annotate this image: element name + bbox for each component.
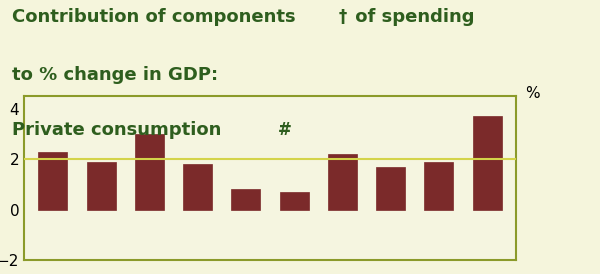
Text: %: % bbox=[525, 86, 539, 101]
Bar bbox=[280, 192, 308, 210]
Bar bbox=[135, 134, 164, 210]
Bar bbox=[232, 190, 260, 210]
Text: to % change in GDP:: to % change in GDP: bbox=[12, 66, 218, 84]
Bar bbox=[376, 167, 405, 210]
Text: Private consumption: Private consumption bbox=[12, 121, 221, 139]
Text: Contribution of components: Contribution of components bbox=[12, 8, 296, 26]
Text: #: # bbox=[278, 121, 292, 139]
Bar bbox=[38, 152, 67, 210]
Bar bbox=[473, 116, 502, 210]
Bar bbox=[328, 154, 357, 210]
Bar bbox=[424, 162, 453, 210]
Bar bbox=[87, 162, 116, 210]
Text: of spending: of spending bbox=[349, 8, 475, 26]
Text: †: † bbox=[339, 8, 347, 26]
Bar bbox=[183, 164, 212, 210]
